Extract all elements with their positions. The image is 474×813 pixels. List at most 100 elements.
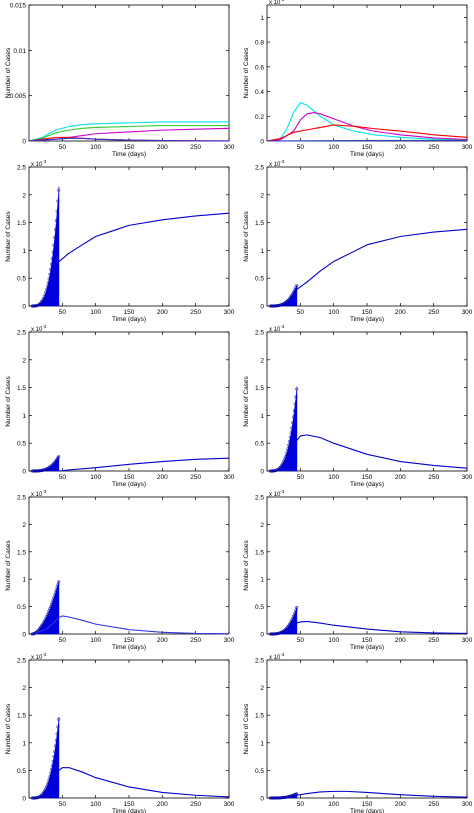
y-tick-label: 1.5 xyxy=(17,385,26,392)
x-tick-label: 200 xyxy=(395,637,406,644)
y-tick-label: 2 xyxy=(260,192,264,199)
y-tick-label: 1 xyxy=(260,740,264,747)
x-tick-label: 100 xyxy=(90,144,101,151)
data-point xyxy=(54,588,58,592)
x-tick-label: 150 xyxy=(362,144,373,151)
series-line-1 xyxy=(296,228,468,290)
data-point xyxy=(38,301,42,306)
x-tick-label: 100 xyxy=(328,309,339,316)
data-point xyxy=(290,618,294,622)
exponent-power: -3 xyxy=(42,489,46,494)
chart-panel-row4-right: 0 0.5 1 1.5 2 2.5 50 100 150 200 250 300 Time (days)… xyxy=(243,489,473,651)
chart-panel-row1-left: 0 0.005 0.01 0.015 50 100 150 200 250 300 Time (da… xyxy=(5,3,235,159)
y-tick-label: 0.2 xyxy=(255,114,264,121)
data-point xyxy=(46,780,50,784)
x-tick-label: 50 xyxy=(59,801,67,808)
data-point xyxy=(47,277,51,281)
y-tick-label: 2.5 xyxy=(255,495,264,502)
data-point xyxy=(57,188,61,192)
exponent-power: -3 xyxy=(280,489,284,494)
y-tick-label: 2.5 xyxy=(255,330,264,337)
y-tick-label: 2.5 xyxy=(17,658,26,665)
x-axis-label: Time (days) xyxy=(350,316,384,323)
data-point xyxy=(47,609,51,613)
data-point xyxy=(47,777,51,782)
data-point xyxy=(41,298,45,302)
x-tick-label: 200 xyxy=(395,474,406,481)
x-tick-label: 150 xyxy=(124,309,135,316)
x-axis-label: Time (days) xyxy=(350,808,384,813)
data-point xyxy=(49,262,54,266)
x-tick-label: 300 xyxy=(224,144,235,151)
y-tick-label: 0.5 xyxy=(255,441,264,448)
exponent-power: -3 xyxy=(280,324,284,329)
series-line-1 xyxy=(58,767,230,798)
data-point xyxy=(56,583,60,587)
x-tick-label: 100 xyxy=(328,637,339,644)
y-tick-label: 0.5 xyxy=(17,441,26,448)
chart-panel-row3-right: 0 0.5 1 1.5 2 2.5 50 100 150 200 250 300 Time (days)… xyxy=(243,324,473,488)
y-tick-label: 1.5 xyxy=(255,713,264,720)
data-point xyxy=(40,793,44,797)
data-point xyxy=(53,744,58,748)
x-tick-label: 100 xyxy=(90,309,101,316)
data-point xyxy=(52,461,56,465)
y-tick-label: 2.5 xyxy=(17,330,26,337)
y-axis-label: Number of Cases xyxy=(5,210,12,261)
data-point xyxy=(287,443,291,447)
y-tick-label: 0.8 xyxy=(255,40,264,47)
data-point xyxy=(54,738,58,742)
x-axis-label: Time (days) xyxy=(112,316,146,323)
data-point xyxy=(291,616,295,620)
x-tick-label: 150 xyxy=(362,637,373,644)
data-point xyxy=(51,462,55,466)
data-point xyxy=(42,619,46,623)
data-point xyxy=(280,462,284,466)
data-point xyxy=(41,621,46,625)
x-tick-label: 250 xyxy=(428,474,439,481)
exponent-power: -3 xyxy=(42,159,46,164)
chart-panel-row3-left: 0 0.5 1 1.5 2 2.5 50 100 150 200 250 300 Time (days)… xyxy=(5,324,235,488)
data-point xyxy=(49,464,54,468)
series-line-2 xyxy=(266,112,468,142)
data-point xyxy=(283,627,288,632)
y-tick-label: 0 xyxy=(22,632,26,639)
filled-interval-region xyxy=(32,580,60,635)
y-tick-label: 1.5 xyxy=(255,549,264,556)
y-tick-label: 1.5 xyxy=(17,549,26,556)
x-axis-label: Time (days) xyxy=(350,151,384,158)
chart-panel-row4-left: 0 0.5 1 1.5 2 2.5 50 100 150 200 250 300 Time (days)… xyxy=(5,489,235,651)
data-point xyxy=(57,580,61,584)
data-point xyxy=(54,219,58,223)
y-tick-label: 0.015 xyxy=(10,3,27,10)
y-tick-label: 1 xyxy=(22,248,26,255)
x-tick-label: 250 xyxy=(428,144,439,151)
data-point xyxy=(293,402,297,406)
y-tick-label: 2 xyxy=(260,522,264,529)
x-tick-label: 250 xyxy=(190,474,201,481)
series-line-2 xyxy=(28,125,229,142)
data-point xyxy=(285,299,289,303)
x-tick-label: 50 xyxy=(59,309,67,316)
y-axis-label: Number of Cases xyxy=(243,375,250,426)
x-axis-label: Time (days) xyxy=(350,481,384,488)
data-point xyxy=(295,387,299,391)
data-point xyxy=(278,466,282,470)
y-tick-label: 2 xyxy=(260,357,264,364)
data-point xyxy=(49,771,53,775)
x-tick-label: 300 xyxy=(462,801,473,808)
x-tick-label: 300 xyxy=(462,637,473,644)
y-tick-label: 0.4 xyxy=(255,89,264,96)
data-point xyxy=(51,250,55,254)
data-point xyxy=(294,395,298,399)
data-point xyxy=(51,759,55,763)
y-tick-label: 0.5 xyxy=(255,768,264,775)
y-tick-label: 2 xyxy=(260,685,264,692)
y-tick-label: 0 xyxy=(22,304,26,311)
y-tick-label: 1 xyxy=(260,15,264,22)
data-point xyxy=(43,618,47,622)
x-tick-label: 200 xyxy=(157,309,168,316)
x-tick-label: 300 xyxy=(224,801,235,808)
data-point xyxy=(286,447,290,451)
